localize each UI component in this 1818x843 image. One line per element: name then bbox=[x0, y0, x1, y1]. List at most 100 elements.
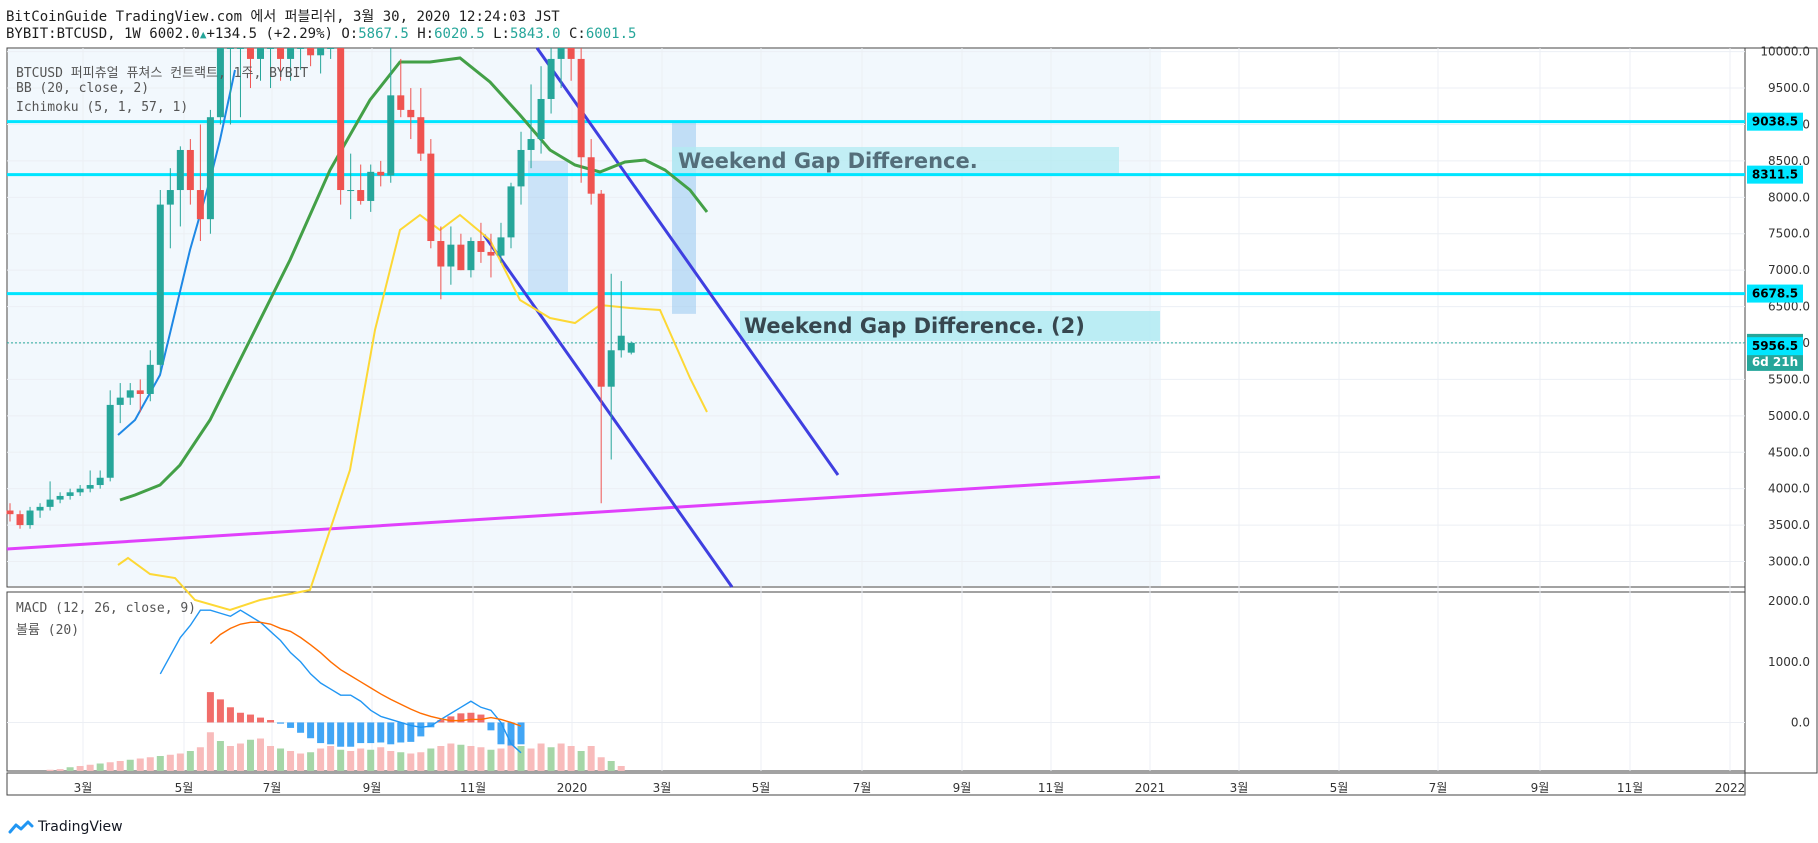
candle-body bbox=[337, 48, 345, 191]
macd-histogram-bar bbox=[317, 722, 325, 744]
publish-info: BitCoinGuide TradingView.com 에서 퍼블리쉬, 3월… bbox=[6, 9, 560, 25]
macd-histogram-bar bbox=[387, 722, 395, 745]
signal-line bbox=[209, 621, 522, 727]
volume-bar bbox=[547, 747, 555, 771]
candle-body bbox=[367, 171, 375, 201]
candle-body bbox=[206, 117, 214, 220]
ichimoku-line bbox=[117, 213, 708, 612]
annotation-gap-1: Weekend Gap Difference. bbox=[678, 149, 978, 173]
candle-body bbox=[257, 48, 264, 59]
macd-histogram-bar bbox=[477, 714, 485, 723]
volume-bar bbox=[226, 746, 234, 771]
channel-line-upper bbox=[535, 47, 840, 476]
volume-bar bbox=[116, 761, 124, 771]
candle-body bbox=[527, 139, 535, 150]
candle-body bbox=[467, 241, 475, 271]
volume-bar bbox=[156, 756, 164, 771]
volume-bar bbox=[136, 758, 144, 771]
candle-body bbox=[186, 149, 194, 191]
symbol-info: BYBIT:BTCUSD, 1W 6002.0 bbox=[6, 26, 200, 42]
volume-bar bbox=[317, 748, 325, 771]
candle-body bbox=[417, 117, 425, 154]
time-tick-label: 3월 bbox=[653, 781, 672, 795]
level-price-tag: 8311.5 bbox=[1752, 168, 1798, 182]
cloud-icon bbox=[8, 820, 34, 834]
volume-bar bbox=[86, 764, 94, 771]
time-tick-label: 9월 bbox=[1531, 781, 1550, 795]
time-tick-label: 3월 bbox=[1230, 781, 1249, 795]
price-tick-label: 7000.0 bbox=[1768, 263, 1810, 277]
volume-bar bbox=[377, 747, 385, 771]
candle-body bbox=[287, 48, 295, 59]
macd-histogram-bar bbox=[357, 722, 365, 744]
volume-bar bbox=[287, 751, 295, 771]
volume-bar bbox=[427, 748, 435, 771]
level-price-tag-box bbox=[1747, 112, 1803, 131]
macd-tick-label: 2000.0 bbox=[1768, 594, 1810, 608]
candle-body bbox=[106, 404, 114, 478]
candle-body bbox=[607, 350, 615, 387]
volume-bar bbox=[96, 763, 104, 771]
macd-histogram-bar bbox=[297, 722, 305, 733]
volume-bar bbox=[277, 748, 285, 771]
macd-histogram-bar bbox=[427, 722, 435, 728]
volume-bar bbox=[106, 762, 114, 771]
candle-body bbox=[216, 48, 224, 118]
countdown-label: 6d 21h bbox=[1752, 355, 1798, 369]
low-value: 5843.0 bbox=[509, 26, 561, 42]
volume-bar bbox=[577, 751, 585, 771]
candle-body bbox=[327, 48, 335, 49]
candle-body bbox=[176, 149, 184, 191]
high-value: 6020.5 bbox=[434, 26, 485, 42]
macd-tick-label: 1000.0 bbox=[1768, 655, 1810, 669]
time-tick-label: 7월 bbox=[1429, 781, 1448, 795]
macd-histogram-bar bbox=[377, 722, 385, 743]
candle-body bbox=[226, 48, 234, 49]
legend-macd[interactable]: MACD (12, 26, close, 9) bbox=[16, 601, 197, 616]
high-label: H: bbox=[417, 26, 435, 42]
volume-bar bbox=[236, 743, 244, 771]
volume-bar bbox=[607, 761, 615, 771]
time-tick-label: 5월 bbox=[1330, 781, 1349, 795]
tradingview-logo[interactable]: TradingView bbox=[8, 819, 123, 835]
candle-body bbox=[36, 506, 44, 511]
time-axis-frame bbox=[6, 772, 1746, 796]
annotation-gap-1-box bbox=[672, 147, 1119, 175]
macd-histogram-bar bbox=[457, 713, 465, 723]
macd-line bbox=[159, 609, 522, 754]
volume-bar bbox=[46, 769, 54, 771]
macd-histogram-bar bbox=[347, 722, 355, 747]
price-tick-label: 9500.0 bbox=[1768, 81, 1810, 95]
volume-bar bbox=[186, 751, 194, 771]
bb-basis-tag-box bbox=[1747, 337, 1803, 356]
open-label: O: bbox=[341, 26, 359, 42]
volume-bar bbox=[246, 739, 254, 771]
price-tick-label: 8500.0 bbox=[1768, 154, 1810, 168]
price-tick-label: 10000.0 bbox=[1760, 45, 1810, 59]
legend-ichimoku[interactable]: Ichimoku (5, 1, 57, 1) bbox=[16, 100, 189, 115]
candle-body bbox=[96, 477, 104, 486]
volume-bar bbox=[176, 753, 184, 771]
legend-bb[interactable]: BB (20, close, 2) bbox=[16, 81, 150, 96]
volume-bar bbox=[477, 747, 485, 771]
candle-body bbox=[156, 204, 164, 365]
macd-histogram-bar bbox=[337, 722, 345, 747]
candle-body bbox=[437, 241, 445, 267]
candle-body bbox=[136, 390, 144, 394]
gap-box-left bbox=[528, 160, 568, 293]
volume-bar bbox=[527, 748, 535, 771]
macd-pane-frame bbox=[6, 591, 1746, 772]
candle-body bbox=[26, 510, 34, 526]
volume-bar bbox=[216, 741, 224, 771]
volume-bar bbox=[407, 753, 415, 771]
legend-volume[interactable]: 볼륨 (20) bbox=[16, 623, 80, 638]
time-tick-label: 3월 bbox=[74, 781, 93, 795]
volume-bar bbox=[557, 743, 565, 771]
volume-bar bbox=[146, 757, 154, 771]
candle-body bbox=[517, 149, 525, 187]
volume-bar bbox=[327, 746, 335, 771]
volume-bar bbox=[597, 757, 605, 771]
time-tick-label: 9월 bbox=[953, 781, 972, 795]
macd-histogram-bar bbox=[277, 722, 285, 724]
